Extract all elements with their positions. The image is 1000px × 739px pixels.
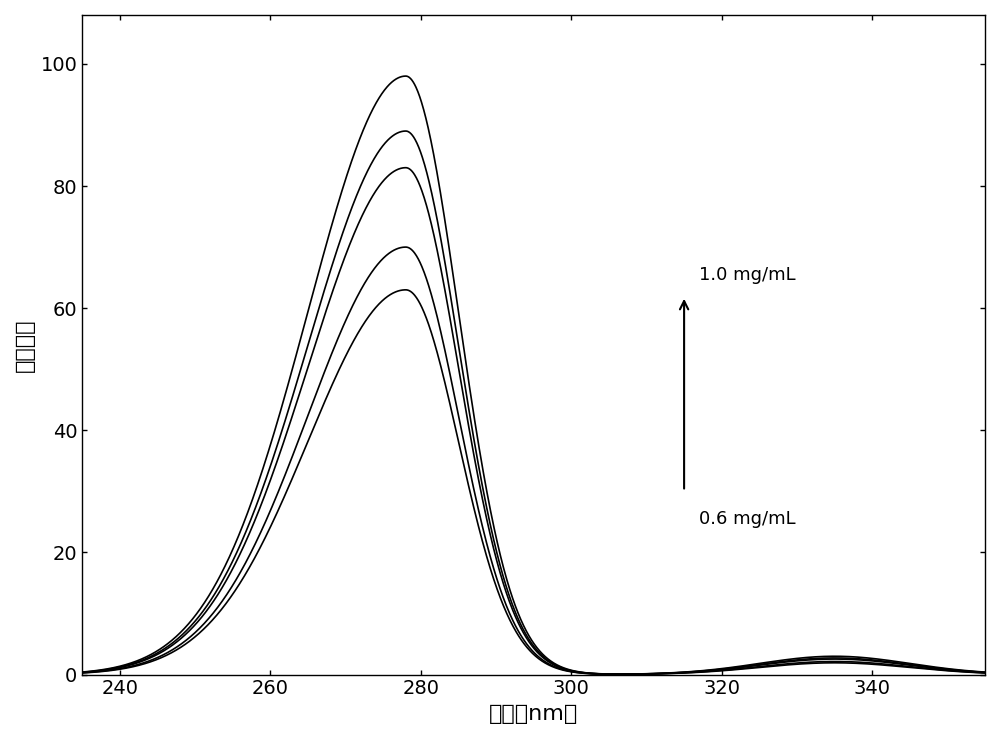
Y-axis label: 荧光强度: 荧光强度 (15, 318, 35, 372)
Text: 0.6 mg/mL: 0.6 mg/mL (699, 510, 796, 528)
Text: 1.0 mg/mL: 1.0 mg/mL (699, 266, 796, 284)
X-axis label: 浓度（nm）: 浓度（nm） (489, 704, 578, 724)
